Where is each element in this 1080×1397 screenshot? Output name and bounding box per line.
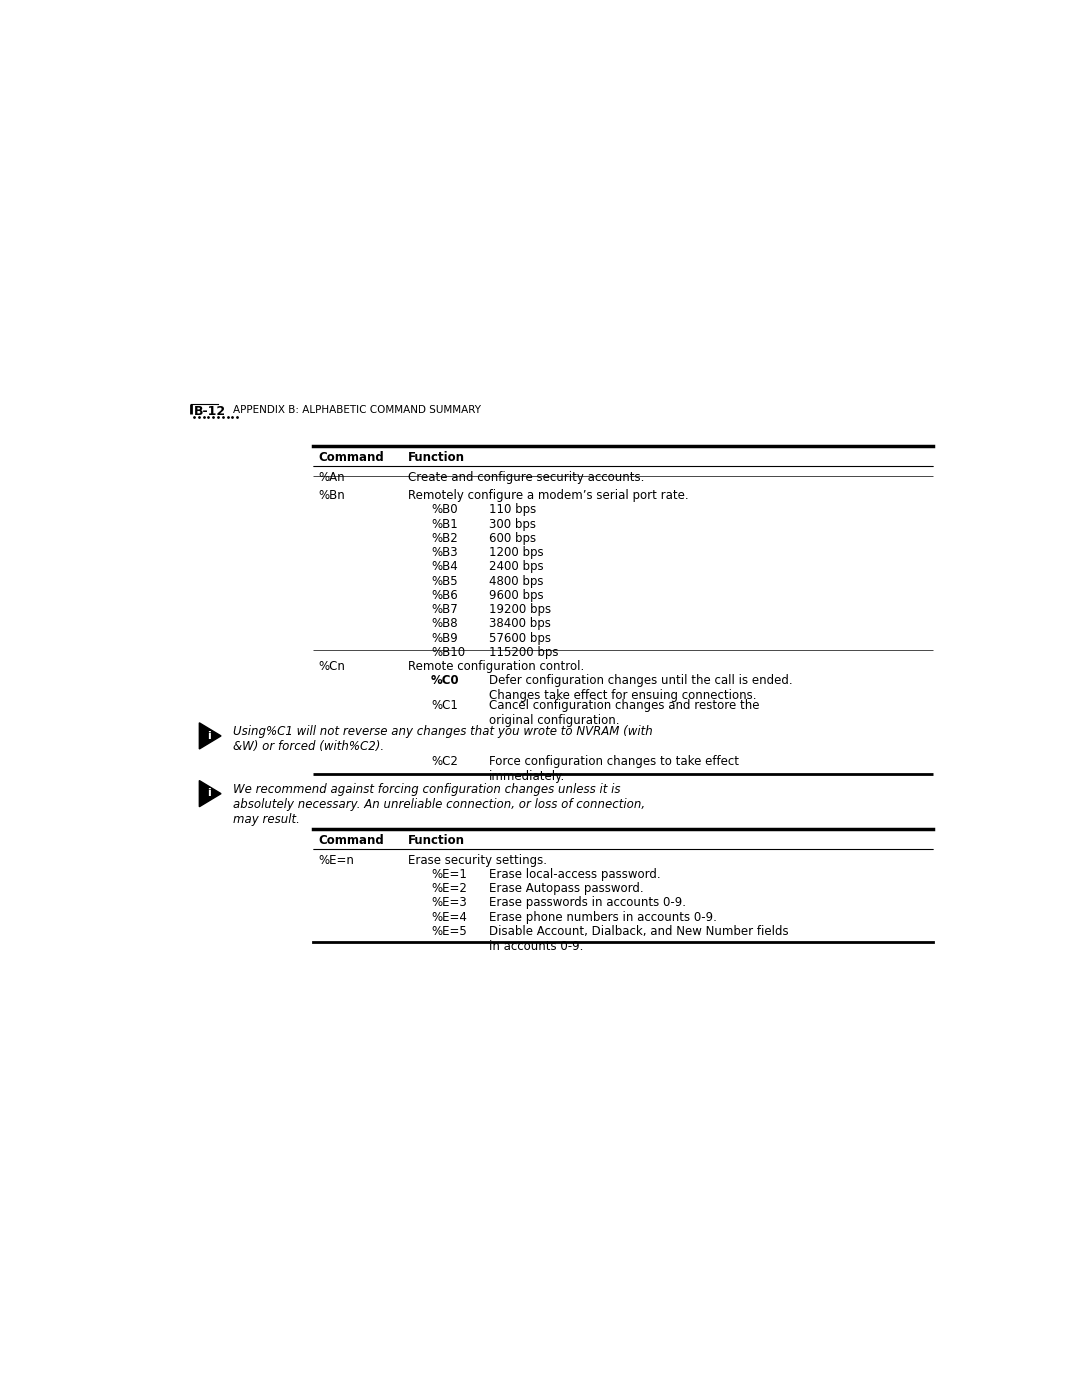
Text: Erase security settings.: Erase security settings. xyxy=(408,854,546,866)
Text: %B9: %B9 xyxy=(431,631,458,644)
Text: 4800 bps: 4800 bps xyxy=(489,574,543,588)
Text: 38400 bps: 38400 bps xyxy=(489,617,551,630)
Text: %B3: %B3 xyxy=(431,546,458,559)
Text: %C0: %C0 xyxy=(431,675,460,687)
Text: %B8: %B8 xyxy=(431,617,458,630)
Text: %C2: %C2 xyxy=(431,756,458,768)
Text: %E=3: %E=3 xyxy=(431,897,467,909)
Text: i: i xyxy=(207,731,212,740)
Text: %B0: %B0 xyxy=(431,503,458,517)
Text: Using%C1 will not reverse any changes that you wrote to NVRAM (with
&W) or force: Using%C1 will not reverse any changes th… xyxy=(233,725,653,753)
Text: %B2: %B2 xyxy=(431,532,458,545)
Text: Create and configure security accounts.: Create and configure security accounts. xyxy=(408,471,644,483)
Text: Disable Account, Dialback, and New Number fields
in accounts 0-9.: Disable Account, Dialback, and New Numbe… xyxy=(489,925,788,953)
Text: %E=2: %E=2 xyxy=(431,882,467,895)
Text: %Bn: %Bn xyxy=(318,489,345,502)
Text: Defer configuration changes until the call is ended.
Changes take effect for ens: Defer configuration changes until the ca… xyxy=(489,675,793,703)
Text: 115200 bps: 115200 bps xyxy=(489,645,558,659)
Text: 110 bps: 110 bps xyxy=(489,503,537,517)
Text: B-12: B-12 xyxy=(194,405,226,418)
Text: Erase phone numbers in accounts 0-9.: Erase phone numbers in accounts 0-9. xyxy=(489,911,717,923)
Text: Cancel configuration changes and restore the
original configuration.: Cancel configuration changes and restore… xyxy=(489,698,759,726)
Text: %B5: %B5 xyxy=(431,574,458,588)
Text: 600 bps: 600 bps xyxy=(489,532,537,545)
Text: Erase local-access password.: Erase local-access password. xyxy=(489,868,661,882)
Text: Force configuration changes to take effect
immediately.: Force configuration changes to take effe… xyxy=(489,756,739,784)
Text: Erase passwords in accounts 0-9.: Erase passwords in accounts 0-9. xyxy=(489,897,686,909)
Text: %E=4: %E=4 xyxy=(431,911,467,923)
Text: 57600 bps: 57600 bps xyxy=(489,631,551,644)
Text: %An: %An xyxy=(318,471,345,483)
Text: Function: Function xyxy=(408,834,464,847)
Text: %B6: %B6 xyxy=(431,588,458,602)
Text: We recommend against forcing configuration changes unless it is
absolutely neces: We recommend against forcing configurati… xyxy=(233,782,646,826)
Text: 1200 bps: 1200 bps xyxy=(489,546,544,559)
Polygon shape xyxy=(200,781,221,806)
Text: 2400 bps: 2400 bps xyxy=(489,560,544,573)
Text: %B10: %B10 xyxy=(431,645,465,659)
Text: Remote configuration control.: Remote configuration control. xyxy=(408,659,584,673)
Text: 300 bps: 300 bps xyxy=(489,518,536,531)
Text: %E=1: %E=1 xyxy=(431,868,467,882)
Text: APPENDIX B: ALPHABETIC COMMAND SUMMARY: APPENDIX B: ALPHABETIC COMMAND SUMMARY xyxy=(233,405,482,415)
Text: Erase Autopass password.: Erase Autopass password. xyxy=(489,882,644,895)
Text: %Cn: %Cn xyxy=(318,659,345,673)
Text: i: i xyxy=(207,788,212,798)
Text: %E=5: %E=5 xyxy=(431,925,467,937)
Text: %C1: %C1 xyxy=(431,698,458,712)
Polygon shape xyxy=(200,722,221,749)
Text: Command: Command xyxy=(318,834,383,847)
Text: %B7: %B7 xyxy=(431,604,458,616)
Text: Command: Command xyxy=(318,451,383,464)
Text: Remotely configure a modem’s serial port rate.: Remotely configure a modem’s serial port… xyxy=(408,489,688,502)
Text: 9600 bps: 9600 bps xyxy=(489,588,544,602)
Text: 19200 bps: 19200 bps xyxy=(489,604,551,616)
Text: %B4: %B4 xyxy=(431,560,458,573)
Text: %B1: %B1 xyxy=(431,518,458,531)
Text: %E=n: %E=n xyxy=(318,854,354,866)
Text: Function: Function xyxy=(408,451,464,464)
